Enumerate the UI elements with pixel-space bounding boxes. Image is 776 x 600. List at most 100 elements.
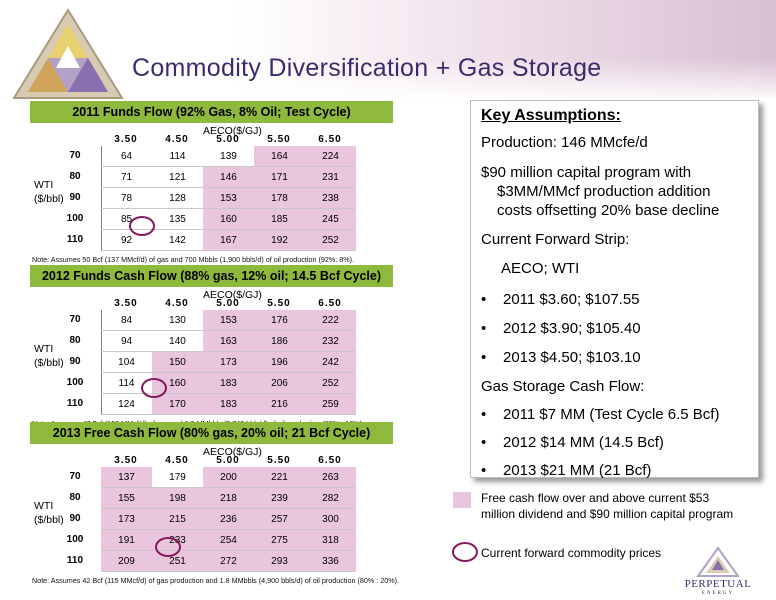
table-cell: 272 — [203, 551, 254, 572]
table-cell: 137 — [101, 467, 152, 488]
table-cell: 259 — [305, 394, 356, 415]
table-cell: 293 — [254, 551, 305, 572]
storage-bullet: • 2013 $21 MM (21 Bcf) — [481, 461, 750, 480]
wti-label-line: ($/bbl) — [34, 193, 64, 205]
legend-circle-text: Current forward commodity prices — [481, 546, 662, 560]
table-cell: 104 — [101, 352, 152, 373]
table-cell: 128 — [152, 188, 203, 209]
column-header: 3.50 — [114, 455, 138, 466]
row-header: 110 — [66, 555, 84, 566]
aeco-label: AECO($/GJ) — [203, 289, 262, 301]
storage-heading: Gas Storage Cash Flow: — [481, 378, 645, 395]
table-cell: 215 — [152, 509, 203, 530]
table-cell: 170 — [152, 394, 203, 415]
wti-label-line: WTI — [34, 500, 54, 512]
table-cell: 318 — [305, 530, 356, 551]
table-cell: 64 — [101, 146, 152, 167]
table-cell: 140 — [152, 331, 203, 352]
table-cell: 114 — [101, 373, 152, 394]
table-cell: 242 — [305, 352, 356, 373]
table-cell: 142 — [152, 230, 203, 251]
table-cell: 84 — [101, 310, 152, 331]
capital-line-1: $90 million capital program with — [481, 164, 692, 181]
table-cell: 78 — [101, 188, 152, 209]
aeco-wti-label: AECO; WTI — [501, 260, 580, 277]
production-line: Production: 146 MMcfe/d — [481, 134, 648, 151]
capital-line-3: costs offsetting 20% base decline — [497, 202, 720, 219]
brand-name: PERPETUAL — [684, 578, 752, 590]
bullet-dot: • — [481, 462, 487, 479]
forward-strip-heading: Current Forward Strip: — [481, 231, 630, 248]
table-cell: 173 — [101, 509, 152, 530]
table-cell: 114 — [152, 146, 203, 167]
wti-label: WTI ($/bbl) — [34, 499, 64, 527]
table-cell: 163 — [203, 331, 254, 352]
table-cell: 236 — [203, 509, 254, 530]
table-cell: 153 — [203, 310, 254, 331]
column-header: 5.00 — [216, 455, 240, 466]
table-cell: 179 — [152, 467, 203, 488]
table-cell: 191 — [101, 530, 152, 551]
table-cell: 245 — [305, 209, 356, 230]
table-cell: 183 — [203, 373, 254, 394]
row-header: 110 — [66, 234, 84, 245]
wti-label-line: WTI — [34, 179, 54, 191]
forward-price-circle — [155, 537, 181, 557]
table-note: Note: Assumes 50 Bcf (137 MMcf/d) of gas… — [32, 255, 355, 264]
key-assumptions-box: Key Assumptions: Production: 146 MMcfe/d… — [470, 100, 759, 480]
key-assumptions-heading: Key Assumptions: — [481, 107, 621, 124]
table-cell: 218 — [203, 488, 254, 509]
wti-label: WTI ($/bbl) — [34, 342, 64, 370]
table-cell: 130 — [152, 310, 203, 331]
column-header: 5.50 — [267, 134, 291, 145]
wti-label-line: ($/bbl) — [34, 357, 64, 369]
table-cell: 196 — [254, 352, 305, 373]
column-header: 4.50 — [165, 298, 189, 309]
table-note: Note: Assumes 42 Bcf (115 MMcf/d) of gas… — [32, 576, 400, 585]
table-cell: 146 — [203, 167, 254, 188]
table-cell: 192 — [254, 230, 305, 251]
table-cell: 275 — [254, 530, 305, 551]
row-header: 70 — [69, 471, 81, 482]
table-cell: 135 — [152, 209, 203, 230]
column-header: 4.50 — [165, 455, 189, 466]
wti-label-line: ($/bbl) — [34, 514, 64, 526]
column-header: 4.50 — [165, 134, 189, 145]
column-header: 5.00 — [216, 134, 240, 145]
table-cell: 153 — [203, 188, 254, 209]
table-cell: 198 — [152, 488, 203, 509]
table-cell: 176 — [254, 310, 305, 331]
row-header: 70 — [69, 314, 81, 325]
row-header: 90 — [69, 192, 81, 203]
table-cell: 221 — [254, 467, 305, 488]
table-cell: 164 — [254, 146, 305, 167]
table-cell: 121 — [152, 167, 203, 188]
table-cell: 185 — [254, 209, 305, 230]
perpetual-logo-icon — [12, 8, 124, 99]
table-cell: 252 — [305, 230, 356, 251]
column-header: 6.50 — [318, 298, 342, 309]
strip-bullet-text: 2012 $3.90; $105.40 — [503, 320, 641, 337]
table-cell: 183 — [203, 394, 254, 415]
storage-bullet: • 2012 $14 MM (14.5 Bcf) — [481, 433, 750, 452]
header-band — [0, 0, 776, 98]
row-header: 100 — [66, 534, 84, 545]
row-header: 90 — [69, 356, 81, 367]
table-cell: 239 — [254, 488, 305, 509]
table-cell: 232 — [305, 331, 356, 352]
bullet-dot: • — [481, 291, 487, 308]
table-cell: 238 — [305, 188, 356, 209]
row-header: 80 — [69, 492, 81, 503]
wti-label-line: WTI — [34, 343, 54, 355]
table-cell: 94 — [101, 331, 152, 352]
strip-bullet: • 2012 $3.90; $105.40 — [481, 319, 750, 338]
forward-price-circle — [141, 378, 167, 398]
column-header: 3.50 — [114, 298, 138, 309]
strip-bullet: • 2011 $3.60; $107.55 — [481, 290, 750, 309]
column-header: 6.50 — [318, 134, 342, 145]
table-cell: 150 — [152, 352, 203, 373]
table-title: 2011 Funds Flow (92% Gas, 8% Oil; Test C… — [30, 101, 393, 123]
page-title: Commodity Diversification + Gas Storage — [132, 54, 602, 82]
legend-circle-icon — [452, 542, 478, 562]
storage-bullet-text: 2013 $21 MM (21 Bcf) — [503, 462, 652, 479]
